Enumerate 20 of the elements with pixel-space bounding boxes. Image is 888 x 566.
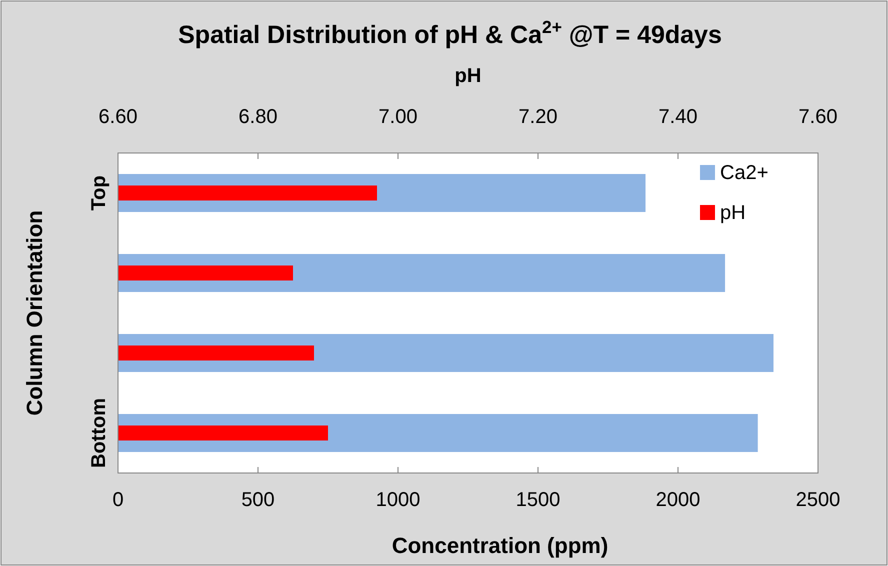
x-tick-label: 2500 <box>796 489 840 511</box>
legend-label: pH <box>720 202 746 224</box>
x-axis-title: Concentration (ppm) <box>392 533 608 558</box>
x-tick-label: 1000 <box>376 489 420 511</box>
x-tick-label: 2000 <box>656 489 700 511</box>
x2-tick-label: 7.00 <box>378 106 418 128</box>
y-axis-title: Column Orientation <box>22 210 47 416</box>
x2-tick-label: 6.60 <box>98 106 138 128</box>
x2-tick-label: 6.80 <box>238 106 278 128</box>
x2-tick-label: 7.40 <box>658 106 698 128</box>
x-tick-label: 500 <box>241 489 275 511</box>
x2-tick-label: 7.20 <box>518 106 558 128</box>
legend-label: Ca2+ <box>720 162 768 184</box>
x-tick-label: 0 <box>112 489 124 511</box>
chart-title: Spatial Distribution of pH & Ca$^{2+}$ @T = 49days <box>178 17 722 49</box>
y-tick-label: Bottom <box>88 398 110 468</box>
y-tick-label: Top <box>88 175 110 211</box>
x-tick-label: 1500 <box>516 489 560 511</box>
x2-axis-title: pH <box>454 65 482 87</box>
x2-tick-label: 7.60 <box>798 106 838 128</box>
